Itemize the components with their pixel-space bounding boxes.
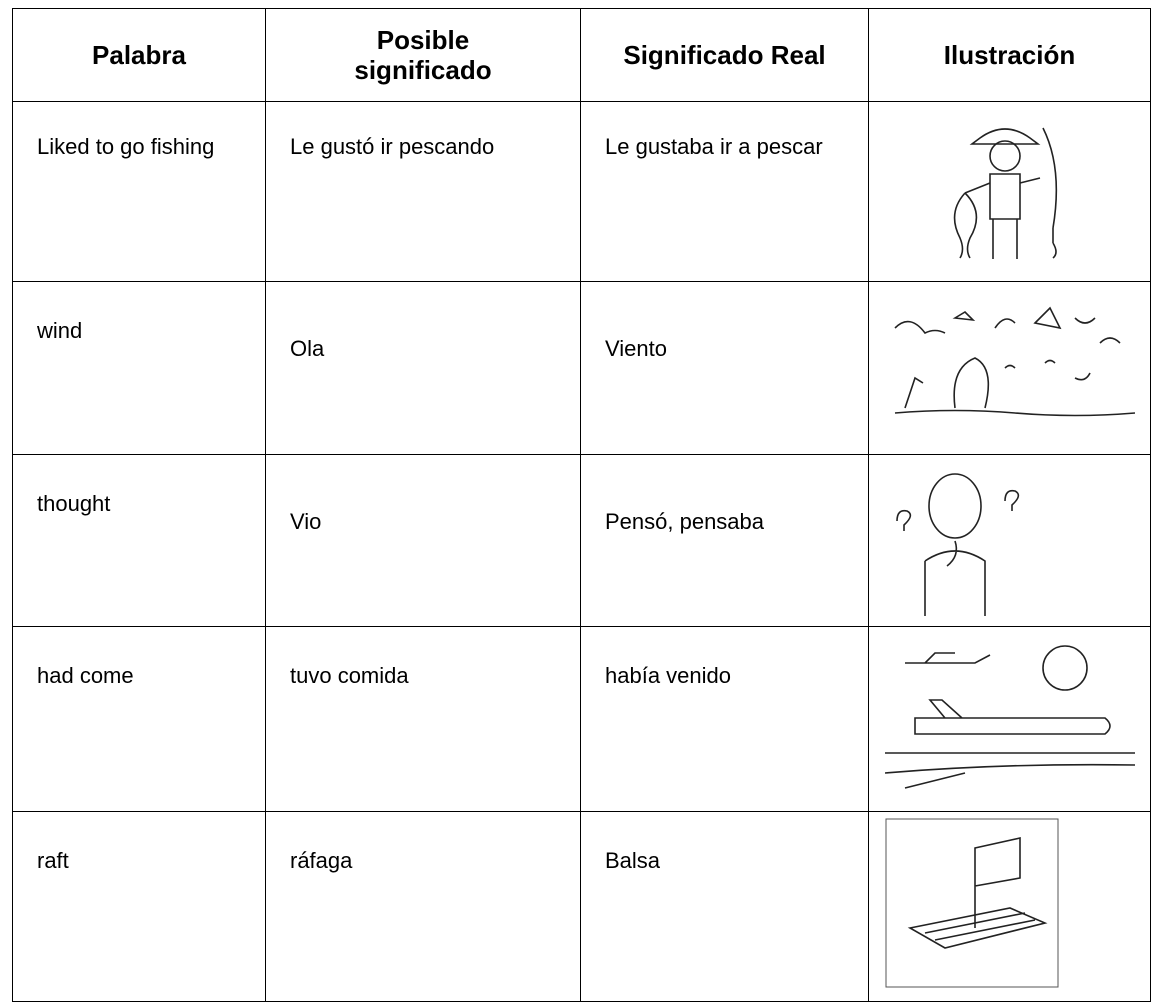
cell: Ola bbox=[265, 281, 581, 455]
cell: wind bbox=[12, 281, 266, 455]
header-cell: Ilustración bbox=[868, 8, 1151, 102]
header-row: Palabra Posible significado Significado … bbox=[12, 8, 1151, 102]
illustration-cell bbox=[868, 281, 1151, 455]
fisherman-illustration bbox=[953, 127, 1058, 259]
cell: had come bbox=[12, 626, 266, 812]
header-cell: Palabra bbox=[12, 8, 266, 102]
cell: tuvo comida bbox=[265, 626, 581, 812]
cell: Viento bbox=[580, 281, 869, 455]
cell: Balsa bbox=[580, 811, 869, 1002]
header-text: Posible significado bbox=[354, 25, 492, 85]
thinking-illustration bbox=[896, 473, 1020, 616]
header-cell: Posible significado bbox=[265, 8, 581, 102]
airport-illustration bbox=[885, 645, 1135, 789]
illustration-cell bbox=[868, 626, 1151, 812]
cell: Pensó, pensaba bbox=[580, 454, 869, 627]
cell: Le gustó ir pescando bbox=[265, 101, 581, 282]
vocabulary-table: Palabra Posible significado Significado … bbox=[12, 8, 1151, 1002]
row: wind Ola Viento bbox=[12, 281, 1151, 455]
wind-illustration bbox=[894, 306, 1135, 417]
illustration-cell bbox=[868, 811, 1151, 1002]
cell: Vio bbox=[265, 454, 581, 627]
cell: Liked to go fishing bbox=[12, 101, 266, 282]
cell: thought bbox=[12, 454, 266, 627]
raft-illustration bbox=[885, 818, 1059, 988]
row: raft ráfaga Balsa bbox=[12, 811, 1151, 1002]
header-cell: Significado Real bbox=[580, 8, 869, 102]
illustration-cell bbox=[868, 101, 1151, 282]
row: Liked to go fishing Le gustó ir pescando… bbox=[12, 101, 1151, 282]
illustration-cell bbox=[868, 454, 1151, 627]
cell: ráfaga bbox=[265, 811, 581, 1002]
cell: raft bbox=[12, 811, 266, 1002]
row: had come tuvo comida había venido bbox=[12, 626, 1151, 812]
row: thought Vio Pensó, pensaba bbox=[12, 454, 1151, 627]
cell: Le gustaba ir a pescar bbox=[580, 101, 869, 282]
cell: había venido bbox=[580, 626, 869, 812]
